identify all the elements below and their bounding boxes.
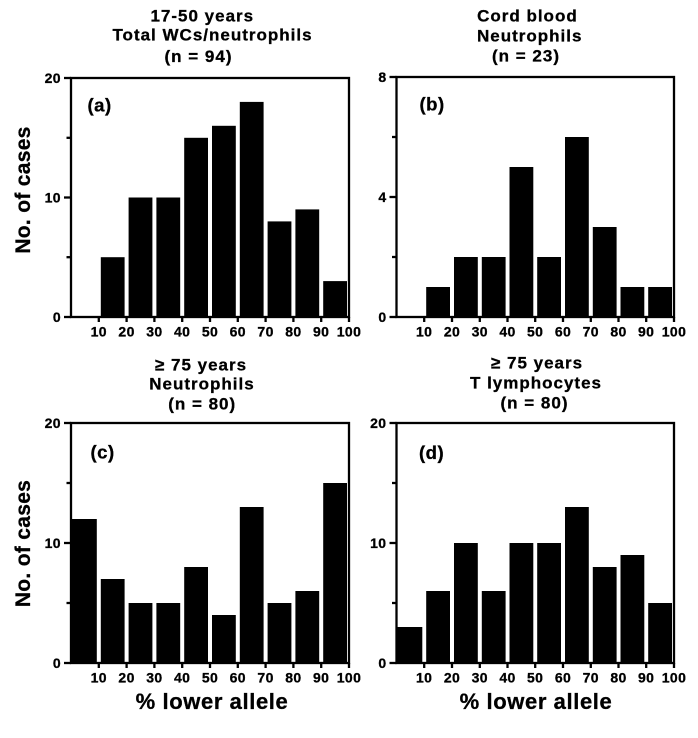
- svg-text:60: 60: [230, 324, 246, 340]
- svg-text:Neutrophils: Neutrophils: [149, 375, 254, 394]
- svg-text:100: 100: [337, 670, 362, 686]
- svg-text:Cord blood: Cord blood: [477, 7, 578, 26]
- svg-text:70: 70: [257, 324, 273, 340]
- svg-text:10: 10: [45, 535, 61, 551]
- svg-text:40: 40: [174, 670, 190, 686]
- svg-text:8: 8: [378, 69, 386, 85]
- svg-text:17-50 years: 17-50 years: [150, 7, 254, 26]
- svg-text:90: 90: [638, 670, 654, 686]
- svg-text:30: 30: [472, 324, 488, 340]
- svg-text:80: 80: [610, 670, 626, 686]
- svg-text:(b): (b): [420, 94, 445, 115]
- svg-text:0: 0: [378, 655, 386, 671]
- svg-text:60: 60: [230, 670, 246, 686]
- svg-text:100: 100: [662, 670, 687, 686]
- svg-text:10: 10: [91, 324, 107, 340]
- svg-text:Total WCs/neutrophils: Total WCs/neutrophils: [112, 26, 312, 45]
- svg-text:20: 20: [370, 415, 386, 431]
- svg-text:T lymphocytes: T lymphocytes: [470, 374, 602, 393]
- svg-text:30: 30: [146, 670, 162, 686]
- svg-text:20: 20: [118, 670, 134, 686]
- svg-text:Neutrophils: Neutrophils: [477, 27, 582, 46]
- svg-text:40: 40: [499, 324, 515, 340]
- svg-text:(n = 23): (n = 23): [492, 47, 560, 66]
- svg-text:No. of cases: No. of cases: [12, 480, 35, 607]
- svg-text:80: 80: [285, 670, 301, 686]
- svg-text:30: 30: [472, 670, 488, 686]
- svg-text:10: 10: [45, 190, 61, 206]
- svg-text:≥ 75 years: ≥ 75 years: [491, 354, 583, 373]
- svg-text:40: 40: [499, 670, 515, 686]
- svg-text:20: 20: [45, 415, 61, 431]
- svg-text:100: 100: [337, 324, 362, 340]
- svg-text:10: 10: [370, 535, 386, 551]
- svg-text:70: 70: [257, 670, 273, 686]
- svg-text:(c): (c): [91, 442, 115, 463]
- svg-text:20: 20: [45, 70, 61, 86]
- svg-text:(n = 80): (n = 80): [168, 394, 236, 413]
- svg-text:50: 50: [527, 324, 543, 340]
- svg-text:% lower allele: % lower allele: [136, 689, 289, 714]
- svg-text:≥ 75 years: ≥ 75 years: [155, 356, 247, 375]
- svg-text:50: 50: [527, 670, 543, 686]
- svg-text:20: 20: [444, 670, 460, 686]
- svg-text:10: 10: [416, 324, 432, 340]
- svg-text:10: 10: [91, 670, 107, 686]
- svg-text:90: 90: [313, 670, 329, 686]
- svg-text:4: 4: [378, 189, 386, 205]
- svg-text:50: 50: [202, 670, 218, 686]
- svg-text:50: 50: [202, 324, 218, 340]
- svg-text:No. of cases: No. of cases: [12, 126, 35, 253]
- svg-text:90: 90: [638, 324, 654, 340]
- svg-text:0: 0: [53, 655, 61, 671]
- svg-text:30: 30: [146, 324, 162, 340]
- svg-text:80: 80: [285, 324, 301, 340]
- svg-text:60: 60: [555, 324, 571, 340]
- svg-text:70: 70: [583, 324, 599, 340]
- svg-text:0: 0: [378, 309, 386, 325]
- svg-text:20: 20: [444, 324, 460, 340]
- svg-text:10: 10: [416, 670, 432, 686]
- svg-text:0: 0: [53, 309, 61, 325]
- svg-text:(a): (a): [88, 95, 112, 116]
- svg-text:(d): (d): [419, 442, 444, 463]
- svg-text:70: 70: [583, 670, 599, 686]
- svg-text:60: 60: [555, 670, 571, 686]
- svg-text:(n = 80): (n = 80): [501, 394, 569, 413]
- svg-text:(n = 94): (n = 94): [165, 47, 233, 66]
- svg-text:40: 40: [174, 324, 190, 340]
- svg-text:% lower allele: % lower allele: [460, 689, 613, 714]
- svg-text:80: 80: [610, 324, 626, 340]
- svg-text:90: 90: [313, 324, 329, 340]
- svg-text:100: 100: [662, 324, 687, 340]
- svg-text:20: 20: [118, 324, 134, 340]
